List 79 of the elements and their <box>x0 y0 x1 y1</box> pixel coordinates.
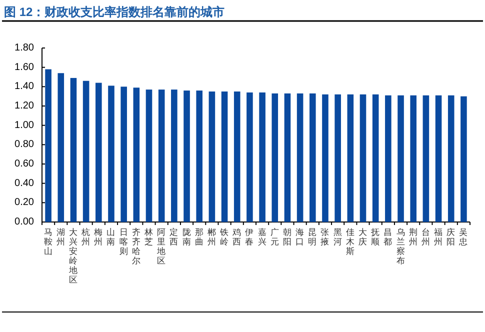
x-tick-label: 张掖 <box>320 227 330 246</box>
chart-title: 图 12：财政收支比率指数排名靠前的城市 <box>4 5 225 19</box>
bar <box>322 94 328 222</box>
bar <box>272 93 278 222</box>
bar <box>246 92 253 222</box>
bar <box>221 92 228 222</box>
x-tick-label: 佳木斯 <box>346 227 355 256</box>
x-tick-label: 鸡西 <box>232 227 242 246</box>
x-tick-label: 铁岭 <box>219 227 230 246</box>
x-tick-label: 伊春 <box>245 227 254 246</box>
x-tick-label: 吴忠 <box>458 227 468 246</box>
x-tick-label: 庆阳 <box>446 227 456 246</box>
bar <box>82 80 90 222</box>
bar <box>360 94 366 222</box>
bar <box>120 86 127 222</box>
y-tick-label: 1.60 <box>14 62 34 73</box>
x-tick-label: 那曲 <box>194 227 204 246</box>
x-tick-label: 山南 <box>106 227 116 246</box>
x-tick-label: 昆明 <box>308 227 318 246</box>
bar <box>184 90 190 222</box>
x-tick-label: 台州 <box>421 227 430 246</box>
x-tick-label: 林芝 <box>144 227 154 246</box>
y-tick-label: 0.80 <box>14 139 34 150</box>
y-tick-label: 0.40 <box>14 178 34 189</box>
bar <box>133 88 140 222</box>
bar <box>146 90 152 222</box>
x-tick-label: 日喀则 <box>119 227 128 256</box>
x-tick-label: 广元 <box>270 227 280 246</box>
x-tick-label: 朝阳 <box>282 227 292 246</box>
bar <box>410 95 416 222</box>
x-tick-label: 大庆 <box>358 227 368 246</box>
bar <box>259 92 266 222</box>
x-tick-label: 抚顺 <box>370 227 380 246</box>
x-tick-label: 梅州 <box>93 227 104 246</box>
bar <box>296 93 304 222</box>
x-tick-label: 荆州 <box>408 227 418 246</box>
bar <box>460 96 467 222</box>
bar <box>208 92 216 222</box>
x-tick-label: 黑河 <box>333 227 342 246</box>
bar <box>158 90 165 222</box>
x-tick-label: 陇南 <box>182 227 192 246</box>
bar <box>171 90 178 222</box>
x-tick-label: 阿里地区 <box>156 227 166 266</box>
bar <box>372 94 379 222</box>
x-tick-label: 马鞍山 <box>44 227 53 256</box>
x-tick-label: 杭州 <box>80 227 91 246</box>
y-tick-label: 0.00 <box>14 216 34 228</box>
x-tick-label: 湖州 <box>56 227 66 246</box>
bar <box>347 94 354 222</box>
y-tick-label: 0.20 <box>14 197 34 208</box>
bar <box>385 95 392 222</box>
bar <box>448 95 454 222</box>
bar <box>398 95 404 222</box>
bar <box>422 95 430 222</box>
x-tick-label: 大兴安岭地区 <box>68 227 78 284</box>
bar <box>196 90 202 222</box>
y-tick-label: 0.60 <box>14 158 34 170</box>
x-tick-label: 海口 <box>296 227 305 246</box>
bar <box>45 69 52 222</box>
x-tick-label: 福州 <box>434 227 444 246</box>
x-tick-label: 定西 <box>170 227 179 246</box>
bar <box>70 78 77 222</box>
y-tick-label: 1.80 <box>14 42 34 54</box>
bar <box>435 95 442 222</box>
bar <box>58 73 64 222</box>
bar <box>234 92 240 222</box>
x-tick-label: 郴州 <box>207 227 216 246</box>
x-tick-label: 昌都 <box>384 227 393 246</box>
bar <box>334 94 341 222</box>
y-tick-label: 1.40 <box>14 81 34 92</box>
x-tick-label: 乌兰察布 <box>396 227 406 266</box>
bar <box>284 93 291 222</box>
y-tick-label: 1.00 <box>14 120 34 131</box>
bar <box>310 93 316 222</box>
x-tick-label: 齐齐哈尔 <box>132 227 141 266</box>
y-tick-label: 1.20 <box>14 100 34 112</box>
bar <box>108 86 114 222</box>
x-tick-label: 嘉兴 <box>258 227 267 246</box>
bar <box>96 82 102 222</box>
